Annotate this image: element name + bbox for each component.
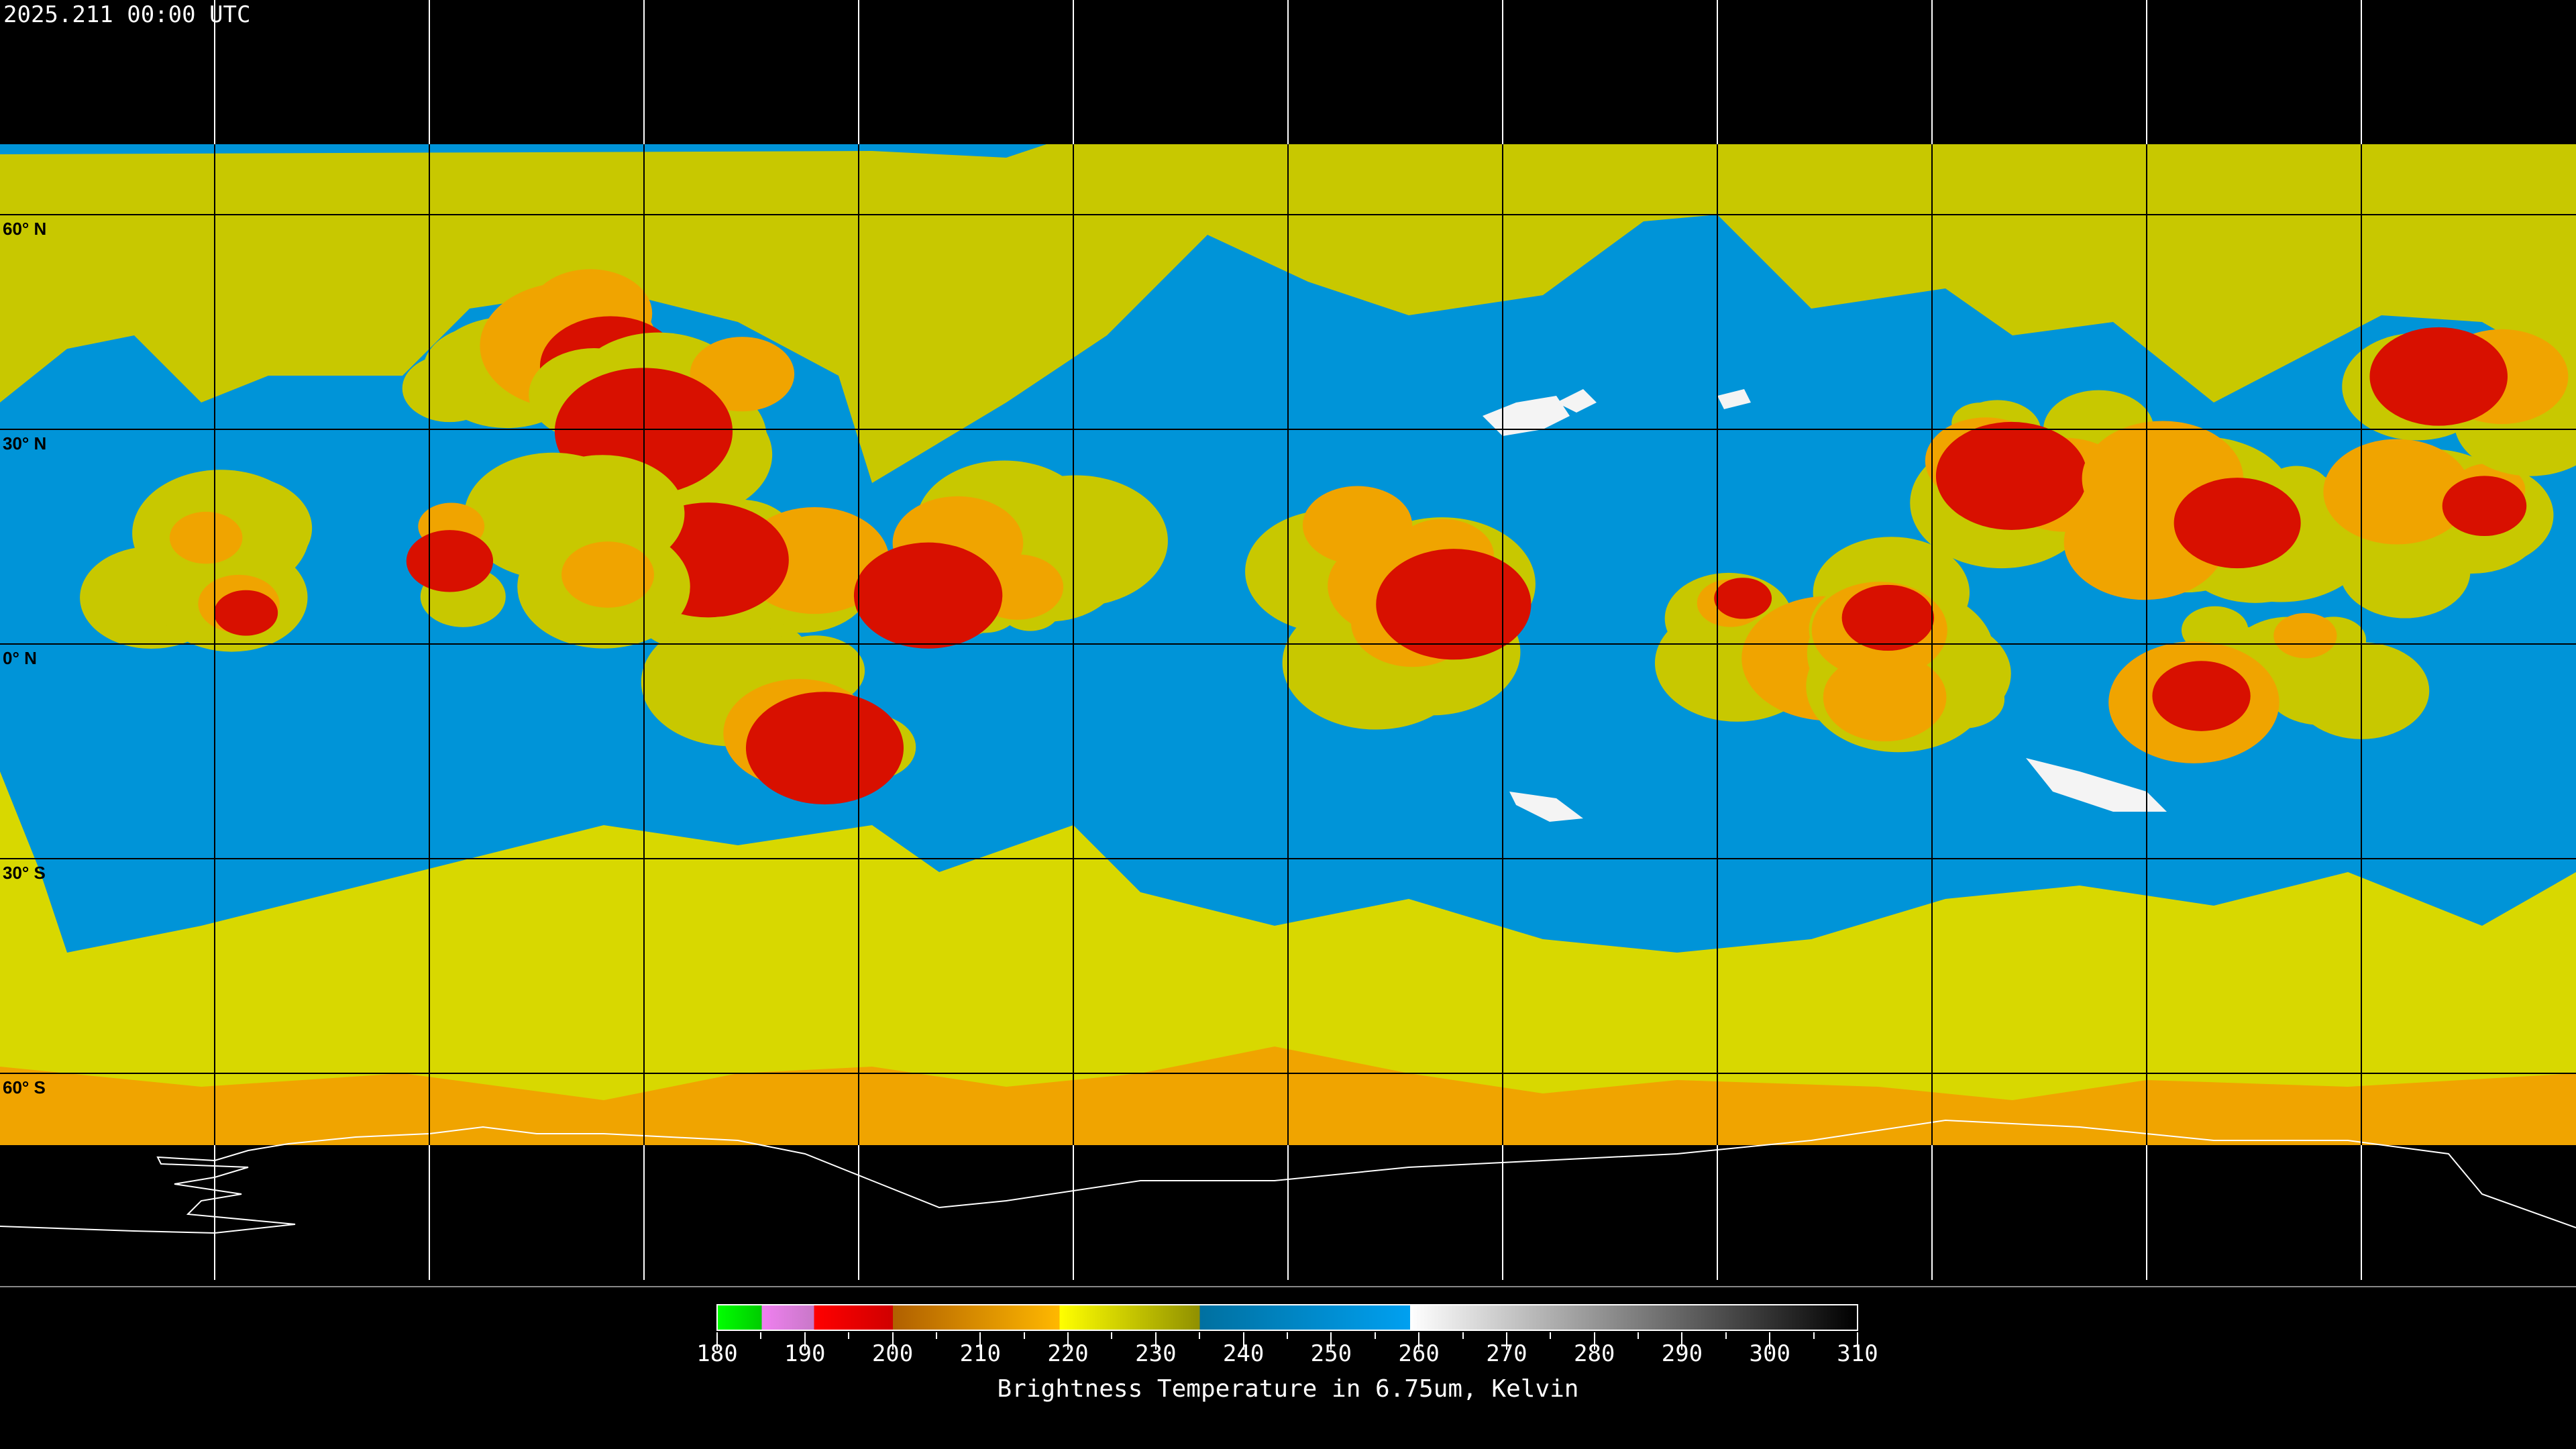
colorbar-tick	[760, 1332, 762, 1339]
water-vapor-map	[0, 0, 2576, 1280]
cloud-patch	[2442, 476, 2527, 537]
colorbar-tick	[1330, 1332, 1332, 1350]
colorbar-tick	[935, 1332, 937, 1339]
colorbar-tick	[1111, 1332, 1113, 1339]
colorbar-tick	[1418, 1332, 1420, 1350]
colorbar-tick	[1023, 1332, 1025, 1339]
cloud-patch	[690, 337, 795, 412]
colorbar-tick-label: 300	[1749, 1340, 1790, 1367]
latitude-label: 30° N	[3, 433, 47, 453]
cloud-patch	[1841, 584, 1935, 651]
colorbar-tick-label: 260	[1398, 1340, 1440, 1367]
map-bottom-border	[0, 1286, 2576, 1287]
latitude-label: 0° N	[3, 648, 37, 668]
colorbar-tick	[1067, 1332, 1069, 1350]
cloud-patch	[2174, 478, 2301, 569]
colorbar-tick-label: 250	[1310, 1340, 1352, 1367]
cloud-patch	[2323, 439, 2471, 545]
colorbar-tick-label: 230	[1135, 1340, 1177, 1367]
colorbar-tick	[716, 1332, 718, 1350]
colorbar-tick	[1725, 1332, 1727, 1339]
colorbar-tick-label: 180	[696, 1340, 738, 1367]
cloud-patch	[2273, 612, 2337, 659]
cloud-patch	[1376, 549, 1532, 660]
colorbar-tick-label: 220	[1047, 1340, 1089, 1367]
colorbar-tick	[1242, 1332, 1244, 1350]
latitude-label: 60° S	[3, 1077, 46, 1097]
colorbar-tick	[848, 1332, 850, 1339]
colorbar-tick-label: 270	[1486, 1340, 1527, 1367]
colorbar-tick	[804, 1332, 806, 1350]
latitude-label: 60° N	[3, 219, 47, 239]
colorbar-tick	[1287, 1332, 1288, 1339]
colorbar-tick-label: 290	[1661, 1340, 1703, 1367]
cloud-patch	[2152, 661, 2251, 731]
colorbar-tick	[1374, 1332, 1376, 1339]
latitude-label: 30° S	[3, 863, 46, 883]
colorbar-tick	[1681, 1332, 1683, 1350]
cloud-patch	[561, 541, 655, 608]
antarctica-coastline	[0, 1119, 2576, 1234]
cloud-patch	[169, 511, 243, 564]
cloud-patch	[1714, 578, 1772, 619]
cloud-patch	[214, 590, 278, 636]
colorbar-tick	[1857, 1332, 1858, 1350]
colorbar-tick	[1199, 1332, 1201, 1339]
cloud-patch	[406, 530, 494, 592]
colorbar-tick	[892, 1332, 894, 1350]
colorbar	[716, 1304, 1858, 1331]
colorbar-tick	[1550, 1332, 1552, 1339]
colorbar-tick	[1813, 1332, 1815, 1339]
colorbar-tick-label: 280	[1573, 1340, 1615, 1367]
colorbar-tick	[1638, 1332, 1640, 1339]
colorbar-tick	[1155, 1332, 1157, 1350]
colorbar-tick	[1462, 1332, 1464, 1339]
colorbar-tick-label: 240	[1222, 1340, 1265, 1367]
colorbar-tick	[1769, 1332, 1771, 1350]
colorbar-tick-label: 310	[1837, 1340, 1878, 1367]
colorbar-tick-label: 200	[871, 1340, 914, 1367]
cloud-patch	[1823, 653, 1947, 742]
colorbar-tick-label: 190	[784, 1340, 826, 1367]
colorbar-tick	[1505, 1332, 1507, 1350]
colorbar-tick	[979, 1332, 981, 1350]
dry-area-white	[1483, 389, 2167, 822]
cloud-patch	[745, 692, 904, 805]
cloud-patch	[853, 542, 1003, 649]
cloud-patch	[1935, 421, 2088, 530]
colorbar-tick-label: 210	[959, 1340, 1002, 1367]
graticule	[0, 0, 2576, 1280]
timestamp-label: 2025.211 00:00 UTC	[3, 1, 251, 28]
colorbar-tick	[1593, 1332, 1595, 1350]
colorbar-title: Brightness Temperature in 6.75um, Kelvin	[997, 1375, 1579, 1403]
cloud-patch	[2369, 327, 2508, 426]
